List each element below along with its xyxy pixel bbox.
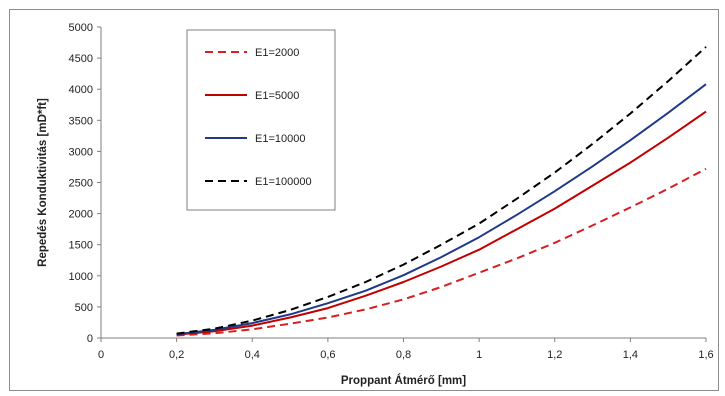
legend-label: E1=100000 <box>255 176 312 188</box>
y-tick-label: 4500 <box>69 53 93 65</box>
y-tick-label: 500 <box>75 302 93 314</box>
legend-label: E1=10000 <box>255 133 305 145</box>
y-tick-label: 3000 <box>69 146 93 158</box>
axes: 0 500 1000 1500 2000 2500 3000 3500 4000 4500 5000… <box>69 22 714 361</box>
x-tick-label: 1 <box>476 349 482 361</box>
y-tick-label: 2000 <box>69 209 93 221</box>
x-tick-label: 0,8 <box>396 349 411 361</box>
legend-label: E1=5000 <box>255 90 299 102</box>
legend-label: E1=2000 <box>255 47 299 59</box>
x-tick-label: 0,2 <box>169 349 184 361</box>
y-tick-label: 5000 <box>69 22 93 34</box>
chart-frame <box>9 9 719 391</box>
legend-items: E1=2000 E1=5000 E1=10000 E1=100000 <box>205 47 312 188</box>
y-tick-label: 1000 <box>69 271 93 283</box>
y-axis-title: Repedés Konduktivitás [mD*ft] <box>37 98 49 267</box>
x-tick-label: 1,4 <box>623 349 638 361</box>
y-tick-label: 1500 <box>69 240 93 252</box>
x-ticks: 0 0,2 0,4 0,6 0,8 1 1,2 1,4 1,6 <box>98 338 714 361</box>
series-line-4 <box>176 46 707 335</box>
x-tick-label: 0,4 <box>245 349 260 361</box>
legend: E1=2000 E1=5000 E1=10000 E1=100000 <box>186 29 336 211</box>
x-tick-label: 1,2 <box>547 349 562 361</box>
series-line-3 <box>176 83 707 336</box>
y-tick-label: 4000 <box>69 84 93 96</box>
x-tick-label: 1,6 <box>698 349 713 361</box>
series-line-2 <box>176 110 707 336</box>
y-tick-label: 3500 <box>69 115 93 127</box>
x-tick-label: 0,6 <box>320 349 335 361</box>
y-ticks: 0 500 1000 1500 2000 2500 3000 3500 4000 4500 5000 <box>69 22 101 345</box>
y-tick-label: 0 <box>87 333 93 345</box>
series-layer <box>176 46 707 337</box>
x-tick-label: 0 <box>98 349 104 361</box>
x-axis-title: Proppant Átmérő [mm] <box>341 374 466 387</box>
series-line-1 <box>176 167 707 337</box>
y-tick-label: 2500 <box>69 178 93 190</box>
